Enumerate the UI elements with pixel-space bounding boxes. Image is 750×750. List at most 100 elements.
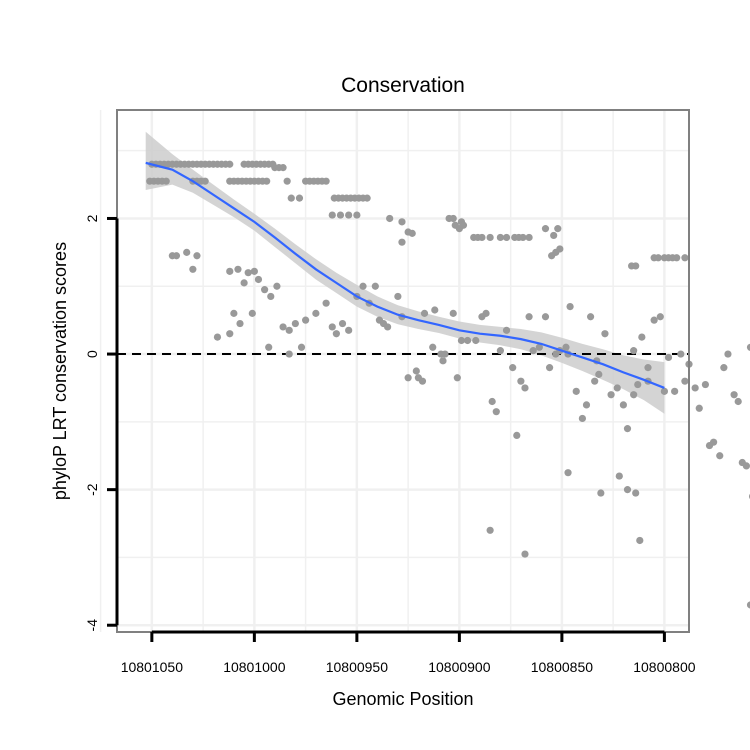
data-point	[746, 601, 750, 609]
data-point	[439, 357, 447, 365]
data-point	[554, 225, 562, 233]
data-point	[312, 309, 320, 317]
data-point	[734, 397, 742, 406]
data-point	[638, 333, 646, 341]
data-point	[328, 323, 336, 331]
data-point	[550, 231, 558, 240]
data-point	[742, 462, 750, 470]
chart-title: Conservation	[341, 74, 465, 97]
x-tick-label: 10800900	[428, 659, 491, 675]
data-point	[496, 347, 504, 355]
data-point	[408, 229, 416, 237]
data-point	[619, 401, 627, 409]
data-point	[162, 177, 170, 185]
data-point	[710, 438, 718, 446]
data-point	[386, 214, 394, 223]
y-tick-label: -4	[84, 619, 100, 632]
data-point	[193, 252, 201, 260]
loess-fit	[145, 161, 665, 389]
data-point	[213, 333, 222, 341]
data-point	[746, 343, 750, 351]
data-point	[189, 265, 197, 273]
data-point	[302, 316, 310, 324]
data-point	[384, 323, 392, 331]
data-point	[654, 254, 662, 262]
data-point	[486, 233, 494, 242]
data-point	[236, 319, 244, 328]
data-point	[328, 211, 336, 219]
data-point	[578, 414, 586, 423]
data-point	[441, 350, 449, 358]
data-point	[359, 282, 367, 290]
data-point	[562, 343, 570, 351]
data-point	[582, 401, 591, 409]
data-point	[463, 336, 472, 345]
x-tick-label: 10800950	[326, 659, 389, 675]
data-point	[636, 536, 644, 545]
y-tick-label: 0	[84, 350, 100, 358]
data-point	[529, 347, 537, 355]
data-point	[677, 350, 685, 358]
data-point	[287, 194, 295, 202]
y-axis-label: phyloP LRT conservation scores	[50, 242, 70, 500]
data-point	[240, 279, 248, 287]
data-point	[183, 248, 191, 256]
data-point	[291, 319, 299, 328]
data-point	[394, 292, 402, 301]
y-axis: -4 -2 0 2	[84, 214, 119, 632]
data-point	[254, 275, 263, 284]
data-point	[404, 374, 412, 382]
data-point	[541, 313, 550, 321]
data-point	[338, 319, 347, 328]
data-point	[701, 380, 710, 389]
data-point	[545, 364, 554, 372]
data-point	[226, 160, 234, 168]
data-point	[420, 309, 429, 317]
data-point	[363, 194, 371, 202]
data-point	[502, 233, 511, 242]
data-point	[586, 313, 595, 321]
data-point	[226, 330, 234, 338]
data-point	[572, 387, 580, 395]
data-point	[472, 336, 480, 345]
data-point	[250, 267, 258, 275]
data-point	[285, 326, 293, 334]
data-point	[660, 387, 668, 395]
data-point	[634, 380, 642, 389]
data-point	[664, 353, 673, 362]
data-point	[261, 286, 269, 294]
data-point	[418, 377, 427, 385]
data-point	[623, 486, 632, 494]
data-point	[630, 347, 638, 355]
data-point	[597, 489, 605, 497]
data-point	[496, 233, 504, 242]
data-point	[230, 309, 238, 317]
data-point	[525, 233, 533, 242]
data-point	[457, 336, 466, 345]
data-point	[681, 377, 689, 385]
data-point	[548, 252, 556, 260]
data-point	[673, 254, 681, 262]
data-point	[601, 330, 609, 338]
data-point	[623, 425, 632, 433]
data-point	[226, 267, 234, 275]
data-point	[632, 489, 640, 497]
fit-line	[145, 161, 665, 389]
x-tick-label: 10801050	[121, 659, 184, 675]
x-axis-label: Genomic Position	[332, 689, 473, 709]
data-point	[541, 225, 550, 233]
data-point	[513, 431, 521, 440]
data-point	[449, 214, 457, 223]
data-point	[267, 292, 275, 301]
data-point	[595, 370, 603, 378]
x-tick-label: 10800850	[531, 659, 594, 675]
data-point	[656, 313, 664, 321]
data-point	[248, 309, 256, 317]
data-point	[371, 282, 379, 290]
data-point	[453, 374, 461, 382]
data-point	[322, 177, 330, 185]
data-point	[509, 364, 517, 372]
y-tick-label: 2	[84, 214, 100, 222]
data-point	[345, 326, 353, 334]
